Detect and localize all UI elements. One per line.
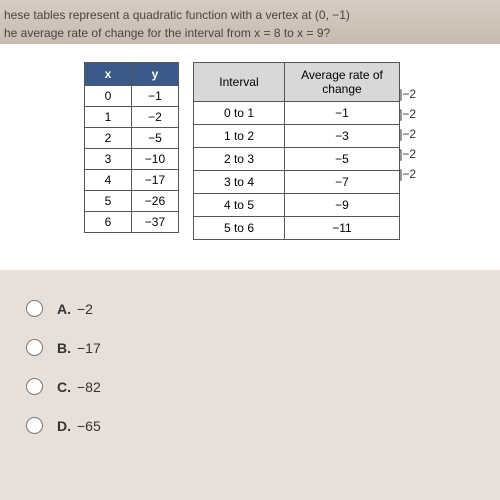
answer-options: A. −2 B. −17 C. −82 D. −65 (0, 270, 500, 486)
option-letter: A. (57, 301, 71, 317)
option-text: −2 (77, 301, 93, 317)
option-c[interactable]: C. −82 (26, 378, 474, 395)
question-line-2: he average rate of change for the interv… (4, 24, 496, 42)
xy-table: x y 0−1 1−2 2−5 3−10 4−17 5−26 6−37 (84, 62, 179, 233)
xy-cell: 3 (84, 149, 131, 170)
rate-table: Interval Average rate of change 0 to 1−1… (193, 62, 400, 240)
bracket-label: ]−2 (399, 84, 416, 104)
bracket-labels: ]−2 ]−2 ]−2 ]−2 ]−2 (399, 62, 416, 184)
option-b[interactable]: B. −17 (26, 339, 474, 356)
rate-cell: 0 to 1 (193, 102, 284, 125)
option-text: −65 (77, 418, 101, 434)
radio-icon[interactable] (26, 417, 43, 434)
rate-cell: −9 (284, 194, 399, 217)
option-letter: D. (57, 418, 71, 434)
radio-icon[interactable] (26, 300, 43, 317)
xy-cell: 1 (84, 107, 131, 128)
xy-cell: −2 (131, 107, 178, 128)
rate-cell: −3 (284, 125, 399, 148)
rate-cell: 3 to 4 (193, 171, 284, 194)
bracket-label: ]−2 (399, 104, 416, 124)
rate-cell: −7 (284, 171, 399, 194)
rate-cell: −1 (284, 102, 399, 125)
rate-cell: −11 (284, 217, 399, 240)
radio-icon[interactable] (26, 339, 43, 356)
xy-header-y: y (131, 63, 178, 86)
xy-cell: −26 (131, 191, 178, 212)
option-d[interactable]: D. −65 (26, 417, 474, 434)
xy-cell: −17 (131, 170, 178, 191)
rate-cell: −5 (284, 148, 399, 171)
xy-cell: −37 (131, 212, 178, 233)
radio-icon[interactable] (26, 378, 43, 395)
rate-cell: 5 to 6 (193, 217, 284, 240)
xy-cell: −10 (131, 149, 178, 170)
question-text: hese tables represent a quadratic functi… (0, 0, 500, 44)
option-letter: C. (57, 379, 71, 395)
option-a[interactable]: A. −2 (26, 300, 474, 317)
xy-cell: 2 (84, 128, 131, 149)
xy-cell: 5 (84, 191, 131, 212)
xy-cell: 4 (84, 170, 131, 191)
bracket-label: ]−2 (399, 164, 416, 184)
rate-cell: 4 to 5 (193, 194, 284, 217)
option-text: −82 (77, 379, 101, 395)
bracket-label: ]−2 (399, 124, 416, 144)
rate-cell: 1 to 2 (193, 125, 284, 148)
rate-table-wrap: Interval Average rate of change 0 to 1−1… (193, 62, 416, 240)
rate-cell: 2 to 3 (193, 148, 284, 171)
option-text: −17 (77, 340, 101, 356)
rate-header-interval: Interval (193, 63, 284, 102)
tables-container: x y 0−1 1−2 2−5 3−10 4−17 5−26 6−37 Inte… (0, 44, 500, 270)
xy-cell: 0 (84, 86, 131, 107)
bracket-label: ]−2 (399, 144, 416, 164)
xy-cell: −1 (131, 86, 178, 107)
xy-cell: 6 (84, 212, 131, 233)
xy-cell: −5 (131, 128, 178, 149)
rate-header-avg: Average rate of change (284, 63, 399, 102)
question-line-1: hese tables represent a quadratic functi… (4, 6, 496, 24)
option-letter: B. (57, 340, 71, 356)
xy-header-x: x (84, 63, 131, 86)
